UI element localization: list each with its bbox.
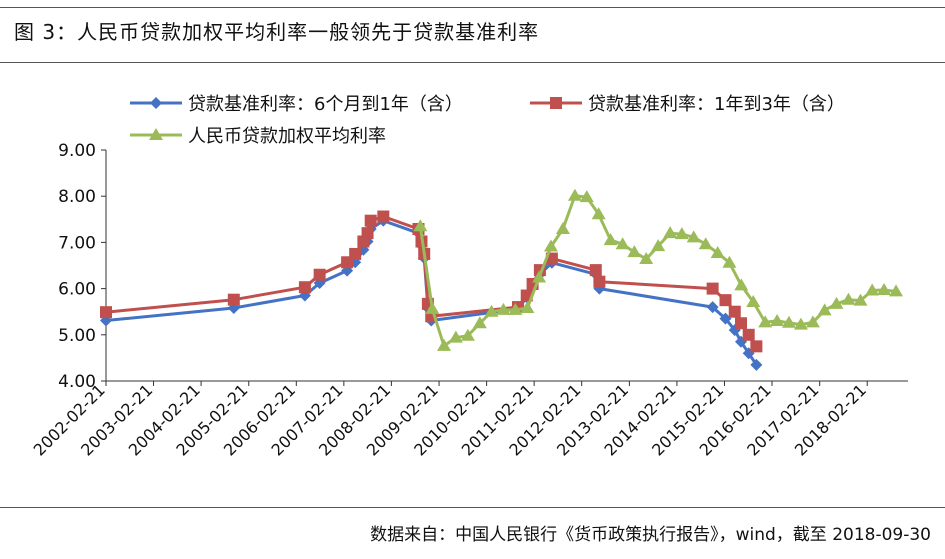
data-point-square <box>313 268 326 281</box>
chart-legend: 贷款基准利率：6个月到1年（含） 贷款基准利率：1年到3年（含） 人民币贷款加权平均… <box>130 94 845 147</box>
data-point-triangle <box>734 278 749 291</box>
data-point-triangle <box>520 301 535 314</box>
legend-label: 贷款基准利率：1年到3年（含） <box>588 94 845 115</box>
data-point-square <box>377 210 390 223</box>
data-point-triangle <box>603 233 618 246</box>
data-point-square <box>100 306 112 319</box>
data-point-diamond <box>706 301 719 314</box>
data-point-triangle <box>829 296 844 309</box>
data-point-triangle <box>543 239 558 252</box>
data-point-triangle <box>710 246 725 259</box>
data-point-triangle <box>758 315 773 328</box>
data-point-triangle <box>698 237 713 250</box>
y-tick-label: 6.00 <box>58 280 96 300</box>
data-point-triangle <box>817 303 832 316</box>
data-point-triangle <box>472 316 487 329</box>
legend-label: 人民币贷款加权平均利率 <box>188 126 386 147</box>
data-point-square <box>364 214 377 227</box>
line-chart: 9.008.007.006.005.004.002002-02-212003-0… <box>30 94 908 460</box>
data-point-triangle <box>508 302 523 315</box>
data-point-triangle <box>627 245 642 258</box>
data-point-square <box>589 264 602 277</box>
data-point-square <box>361 227 374 240</box>
data-point-triangle <box>805 315 820 328</box>
y-tick-label: 7.00 <box>58 233 96 253</box>
legend-label: 贷款基准利率：6个月到1年（含） <box>188 94 463 115</box>
footer-divider-line <box>0 507 945 508</box>
figure-title: 图 3：人民币贷款加权平均利率一般领先于贷款基准利率 <box>14 20 540 44</box>
series-line <box>418 194 897 348</box>
data-point-triangle <box>639 252 654 265</box>
data-point-triangle <box>781 315 796 328</box>
axes-group: 9.008.007.006.005.004.002002-02-212003-0… <box>30 141 908 460</box>
data-point-triangle <box>674 227 689 240</box>
data-point-triangle <box>793 317 808 330</box>
data-point-triangle <box>615 237 630 250</box>
top-border-line <box>0 7 945 8</box>
series-lines <box>100 188 904 371</box>
y-tick-label: 4.00 <box>58 372 96 392</box>
y-tick-label: 5.00 <box>58 326 96 346</box>
data-point-triangle <box>567 188 582 201</box>
data-point-diamond <box>750 358 763 371</box>
data-point-triangle <box>889 284 904 297</box>
data-point-triangle <box>853 293 868 306</box>
data-point-triangle <box>663 226 678 239</box>
data-point-triangle <box>425 301 440 314</box>
data-point-triangle <box>651 239 666 252</box>
data-point-diamond <box>719 312 732 325</box>
data-point-triangle <box>770 313 785 326</box>
data-point-square <box>706 282 719 295</box>
data-point-triangle <box>496 302 511 315</box>
data-point-triangle <box>841 292 856 305</box>
data-point-triangle <box>460 328 475 341</box>
data-point-triangle <box>865 283 880 296</box>
data-point-triangle <box>686 230 701 243</box>
data-point-square <box>227 293 240 306</box>
series-group <box>100 210 763 353</box>
data-point-square <box>719 294 732 307</box>
data-point-square <box>735 317 748 330</box>
data-point-triangle <box>877 282 892 295</box>
data-point-square <box>750 340 763 353</box>
data-point-triangle <box>413 219 428 232</box>
data-point-square <box>349 247 362 260</box>
data-point-square <box>593 275 606 288</box>
title-divider-line <box>0 62 945 63</box>
data-point-square <box>298 281 311 294</box>
data-point-triangle <box>591 207 606 220</box>
data-point-triangle <box>437 338 452 351</box>
data-point-triangle <box>746 294 761 307</box>
y-tick-label: 9.00 <box>58 141 96 161</box>
data-point-square <box>742 328 755 341</box>
data-point-triangle <box>555 222 570 235</box>
source-note: 数据来自：中国人民银行《货币政策执行报告》，wind，截至 2018-09-30 <box>370 525 931 545</box>
data-point-triangle <box>149 128 163 140</box>
data-point-triangle <box>484 304 499 317</box>
data-point-triangle <box>532 270 547 283</box>
series-group <box>413 188 904 351</box>
data-point-triangle <box>579 190 594 203</box>
data-point-square <box>550 97 562 109</box>
series-line <box>105 215 758 348</box>
y-tick-label: 8.00 <box>58 187 96 207</box>
data-point-square <box>728 305 741 318</box>
data-point-triangle <box>722 255 737 268</box>
data-point-diamond <box>150 97 162 109</box>
data-point-triangle <box>448 330 463 343</box>
